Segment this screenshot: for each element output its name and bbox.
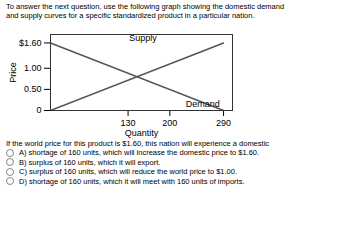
svg-text:Supply: Supply bbox=[129, 32, 157, 43]
svg-text:290: 290 bbox=[216, 118, 231, 128]
svg-text:1.00: 1.00 bbox=[24, 63, 42, 73]
svg-text:Quantity: Quantity bbox=[125, 128, 159, 138]
svg-text:200: 200 bbox=[162, 118, 177, 128]
svg-text:$1.60: $1.60 bbox=[19, 38, 42, 48]
svg-text:Price: Price bbox=[8, 62, 18, 83]
svg-text:130: 130 bbox=[121, 118, 136, 128]
html-text:C) surplus of 160 units, which: C) surplus of 160 units, which will redu… bbox=[19, 167, 237, 176]
html-text:B) surplus of 160 units, which: B) surplus of 160 units, which it will e… bbox=[19, 157, 161, 167]
html-text:If the world price for this pr: If the world price for this product is $… bbox=[6, 139, 269, 148]
html-text:D) shortage of 160 units, whic: D) shortage of 160 units, which it will … bbox=[19, 176, 245, 186]
svg-text:Demand: Demand bbox=[186, 99, 220, 109]
svg-text:0.50: 0.50 bbox=[24, 84, 42, 94]
html-text:A) shortage of 160 units, whic: A) shortage of 160 units, which will inc… bbox=[19, 148, 260, 157]
svg-text:0: 0 bbox=[36, 105, 41, 115]
html-text:and supply curves for a specif: and supply curves for a specific standar… bbox=[6, 11, 255, 20]
html-text:To answer the next question, u: To answer the next question, use the fol… bbox=[6, 2, 285, 11]
